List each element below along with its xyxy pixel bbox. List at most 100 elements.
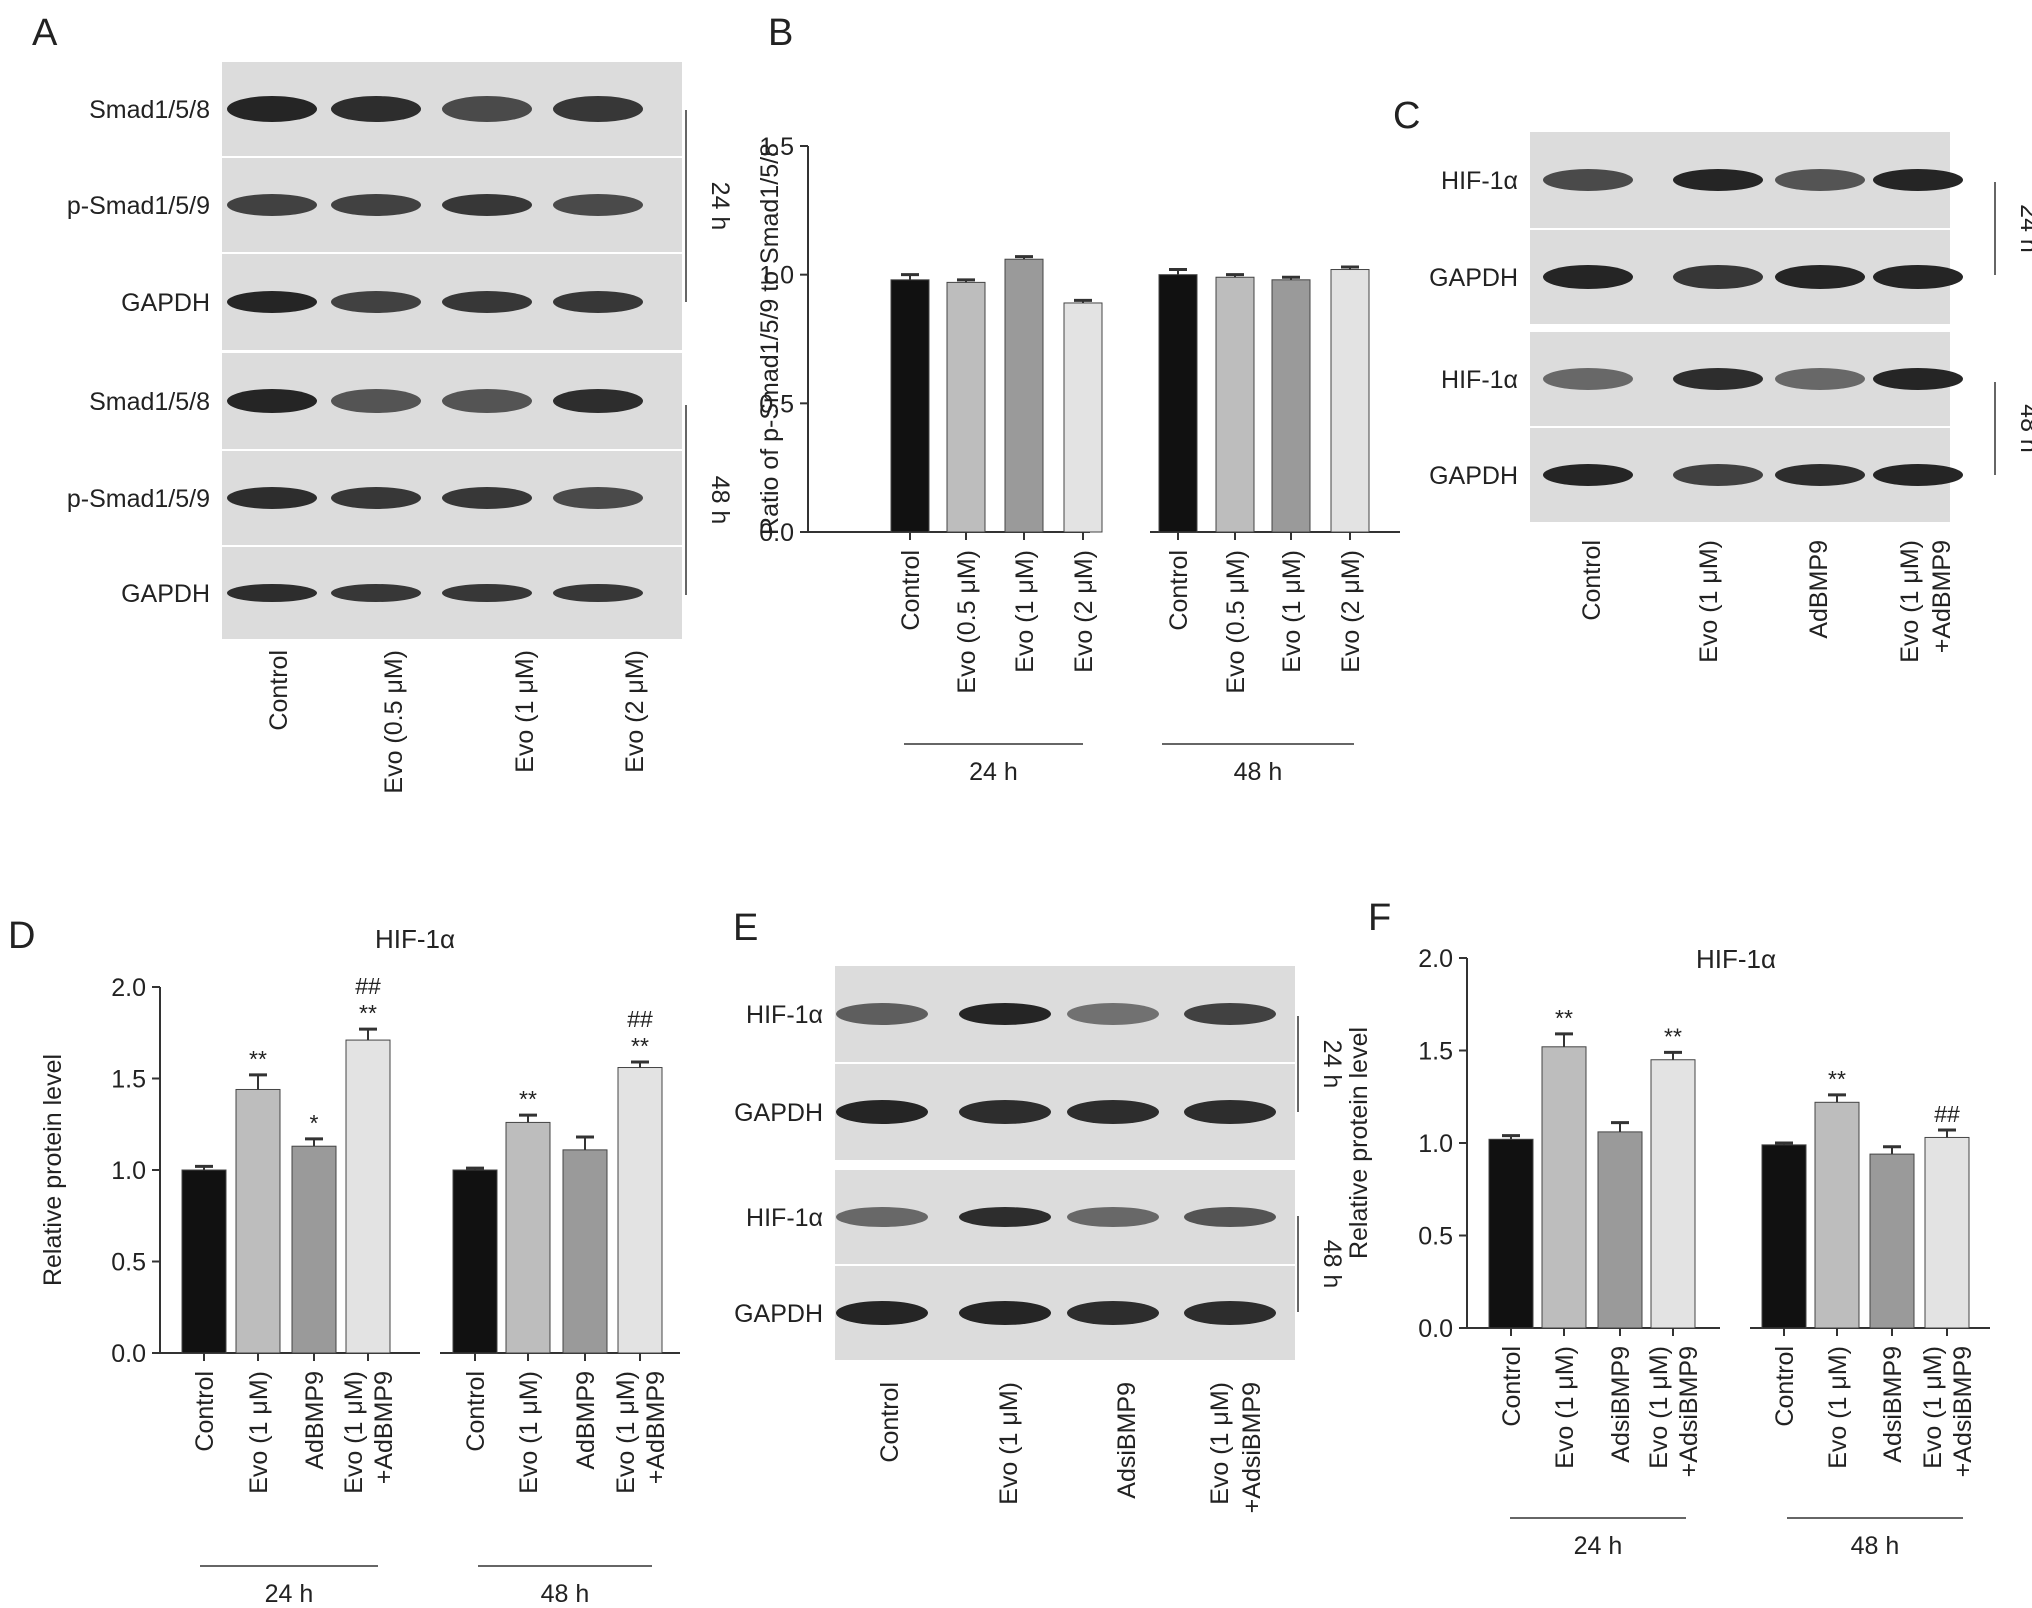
panel-letter: E [733,907,758,949]
significance-mark: ** [249,1046,267,1072]
bar [1924,1136,1970,1329]
panel-letter: F [1368,897,1391,939]
row-label: HIF-1α [1441,366,1518,394]
blot-band [1067,1301,1159,1325]
row-label: HIF-1α [746,1001,823,1029]
blot-band [1873,265,1963,289]
bar [235,1088,281,1354]
blot-band [1775,265,1865,289]
group-label: 48 h [1851,1532,1900,1560]
bar [1271,279,1311,533]
blot-band [1673,464,1763,486]
blot-band [553,487,643,509]
group-label: 48 h [1234,758,1283,786]
lane-label: Evo (0.5 μM) [380,650,408,794]
significance-mark: ** [1664,1023,1682,1049]
chart-title: HIF-1α [375,924,455,954]
blot-band [227,96,317,122]
row-label: p-Smad1/5/9 [67,485,210,513]
significance-mark: ** [519,1086,537,1112]
row-label: GAPDH [121,289,210,317]
y-tick-label: 1.5 [1418,1038,1453,1066]
x-category-label: Evo (1 μM) [1551,1346,1579,1469]
row-label: HIF-1α [746,1204,823,1232]
blot-band [836,1003,928,1025]
blot-band [442,487,532,509]
panel-letter: A [32,12,58,54]
row-label: GAPDH [734,1099,823,1127]
lane-label: Evo (1 μM) [1695,540,1723,663]
significance-mark: ** [359,1000,377,1026]
blot-band [959,1301,1051,1325]
y-axis-label: Relative protein level [1345,1027,1373,1259]
significance-mark: ## [1934,1101,1960,1127]
x-category-label: Evo (0.5 μM) [953,550,981,694]
row-label: p-Smad1/5/9 [67,192,210,220]
x-category-label: AdsiBMP9 [1879,1346,1907,1463]
blot-band [331,389,421,413]
blot-band [331,96,421,122]
x-category-label: Evo (2 μM) [1070,550,1098,673]
bar [617,1067,663,1354]
x-category-label: Evo (1 μM) [245,1371,273,1494]
time-label: 24 h [2015,204,2032,253]
bar [1650,1059,1696,1329]
significance-mark: ** [1555,1005,1573,1031]
lane-label: AdBMP9 [1805,540,1833,639]
blot-band [1184,1207,1276,1227]
blot-band [442,584,532,602]
x-category-label: AdBMP9 [572,1371,600,1470]
panel-letter: C [1393,95,1420,137]
x-category-label: Control [897,550,925,631]
blot-band [1067,1207,1159,1227]
blot-band [836,1207,928,1227]
blot-band [1673,265,1763,289]
x-category-label: Evo (0.5 μM) [1222,550,1250,694]
x-category-label: AdBMP9 [301,1371,329,1470]
y-tick-label: 0.0 [1418,1315,1453,1343]
y-tick-label: 0.0 [759,519,794,547]
group-label: 24 h [969,758,1018,786]
time-label: 48 h [2015,404,2032,453]
bar [345,1039,391,1354]
lane-label: Evo (1 μM) [1206,1382,1234,1505]
blot-band [959,1100,1051,1124]
row-label: GAPDH [1429,462,1518,490]
blot-band [959,1003,1051,1025]
lane-label: Evo (1 μM) [995,1382,1023,1505]
blot-band [553,96,643,122]
row-label: Smad1/5/8 [89,96,210,124]
blot-band [227,291,317,313]
y-tick-label: 1.0 [759,262,794,290]
y-tick-label: 0.0 [111,1340,146,1368]
blot-band [1184,1301,1276,1325]
significance-mark: ** [631,1033,649,1059]
blot-band [1873,368,1963,390]
blot-band [1067,1003,1159,1025]
row-label: GAPDH [734,1300,823,1328]
significance-mark: ** [1828,1066,1846,1092]
blot-band [227,487,317,509]
bar [1541,1046,1587,1329]
panel-a-western-blot: A Smad1/5/8 p-Smad1/5/9 GAPDH Smad1/5/8 p-Sma… [32,12,734,794]
blot-band [553,389,643,413]
bar [1158,274,1198,533]
x-category-label: +AdsiBMP9 [1675,1346,1703,1477]
blot-band [1067,1100,1159,1124]
panel-f-bar-chart: F HIF-1α 0.0 0.5 1.0 1.5 2.0 Relative protein l… [1345,897,1990,1560]
blot-band [1873,169,1963,191]
panel-letter: B [768,12,793,54]
x-category-label: +AdBMP9 [642,1371,670,1484]
y-tick-label: 0.5 [1418,1223,1453,1251]
bar [291,1145,337,1354]
y-tick-label: 1.0 [111,1157,146,1185]
significance-mark: * [310,1110,319,1136]
time-label: 48 h [1318,1240,1346,1289]
y-tick-label: 1.5 [759,133,794,161]
bar [181,1169,227,1354]
blot-band [836,1100,928,1124]
x-category-label: Evo (1 μM) [1011,550,1039,673]
x-category-label: Evo (1 μM) [340,1371,368,1494]
